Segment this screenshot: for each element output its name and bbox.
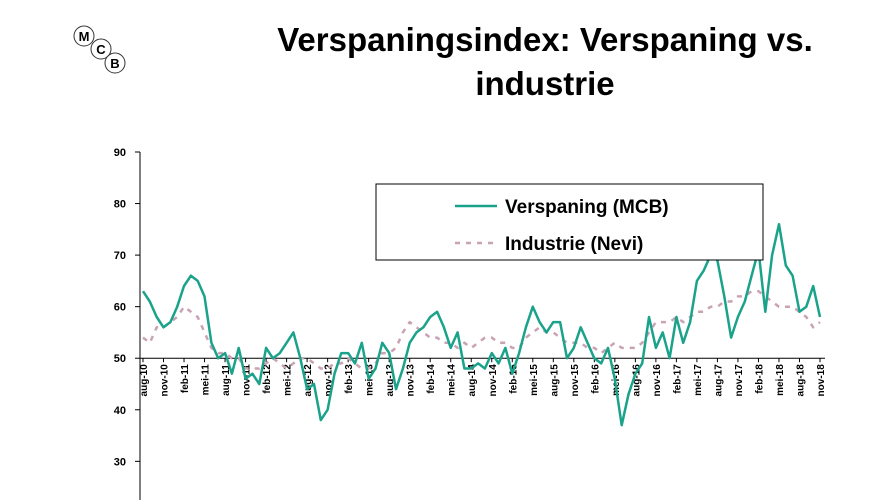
y-tick-label: 80 [114, 199, 126, 211]
logo-circle [73, 25, 95, 47]
x-tick-label: aug-17 [713, 364, 724, 397]
logo-letter: M [79, 29, 90, 44]
x-tick-label: mei-14 [447, 364, 458, 396]
x-tick-label: feb-12 [262, 364, 273, 394]
legend-label: Industrie (Nevi) [505, 234, 643, 255]
logo-letter: B [110, 56, 119, 71]
y-tick-label: 90 [114, 147, 126, 159]
x-tick-label: nov-15 [570, 364, 581, 397]
x-tick-label: feb-16 [590, 364, 601, 394]
logo-circle [90, 38, 112, 60]
x-tick-label: feb-17 [672, 364, 683, 394]
legend-label: Verspaning (MCB) [505, 197, 669, 218]
y-tick-label: 50 [114, 353, 126, 365]
x-tick-label: mei-11 [201, 364, 212, 396]
x-tick-label: mei-13 [365, 364, 376, 396]
x-tick-label: aug-12 [303, 364, 314, 397]
x-tick-label: feb-14 [426, 364, 437, 394]
x-tick-label: mei-16 [611, 364, 622, 396]
y-tick-label: 60 [114, 302, 126, 314]
x-tick-label: feb-18 [754, 364, 765, 394]
y-tick-label: 40 [114, 405, 126, 417]
logo: M C B [73, 25, 126, 74]
legend-box [375, 183, 764, 261]
x-tick-label: nov-17 [734, 364, 745, 397]
x-tick-label: feb-13 [344, 364, 355, 394]
series-line [142, 289, 821, 370]
x-tick-label: mei-12 [283, 364, 294, 396]
x-tick-label: nov-11 [242, 364, 253, 396]
x-tick-label: nov-12 [324, 364, 335, 397]
x-tick-label: nov-10 [160, 364, 171, 397]
chart-title: Verspaningsindex: Verspaning vs. industr… [277, 21, 813, 102]
x-tick-label: aug-11 [221, 364, 232, 396]
x-tick-label: feb-11 [180, 364, 191, 393]
y-tick-label: 70 [114, 250, 126, 262]
x-tick-label: aug-13 [385, 364, 396, 397]
x-tick-label: mei-17 [693, 364, 704, 396]
x-tick-label: aug-14 [467, 364, 478, 397]
x-tick-label: nov-14 [488, 364, 499, 397]
x-tick-label: nov-13 [406, 364, 417, 397]
series-line [141, 222, 822, 427]
logo-letter: C [96, 42, 106, 57]
x-tick-label: aug-10 [139, 364, 150, 397]
x-tick-label: nov-16 [652, 364, 663, 397]
x-tick-label: mei-15 [529, 364, 540, 396]
x-tick-label: mei-18 [775, 364, 786, 396]
x-tick-label: feb-15 [508, 364, 519, 394]
logo-circle [104, 52, 126, 74]
x-tick-label: nov-18 [816, 364, 827, 397]
x-tick-label: aug-16 [631, 364, 642, 397]
legend: Verspaning (MCB) Industrie (Nevi) [375, 183, 764, 261]
x-tick-label: aug-15 [549, 364, 560, 397]
y-tick-label: 30 [114, 456, 126, 468]
x-tick-label: aug-18 [795, 364, 806, 397]
